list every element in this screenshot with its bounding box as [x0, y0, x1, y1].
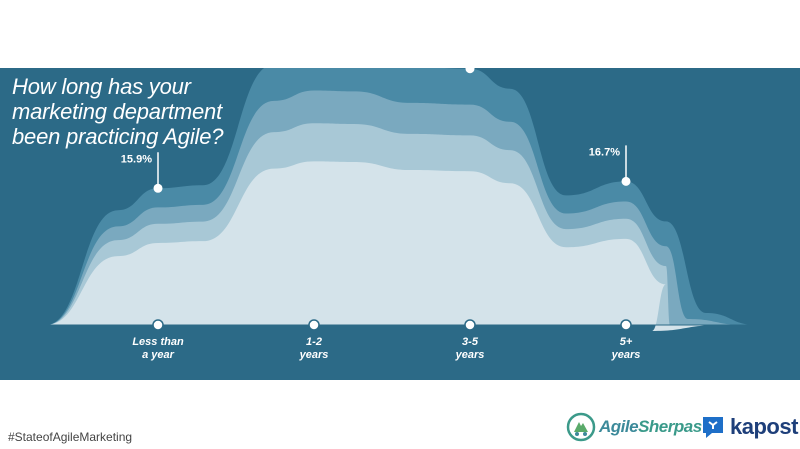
agile-word: Agile: [599, 417, 639, 436]
category-marker-1: [152, 319, 164, 331]
title-line-2: marketing department: [12, 99, 222, 124]
chart-title: How long has your marketing department b…: [12, 74, 272, 149]
kapost-word: kapost: [730, 414, 798, 439]
sponsor-logos: AgileSherpas kapost: [566, 410, 798, 444]
category-label-2-line-2: years: [299, 349, 329, 361]
data-point-1: [153, 183, 163, 193]
category-label-2-line-1: 1-2: [306, 336, 322, 348]
mountain-drops-icon: [566, 412, 596, 442]
data-label-4: 16.7%: [589, 146, 620, 158]
category-label-3-line-1: 3-5: [462, 336, 479, 348]
category-label-1-line-1: Less than: [132, 336, 184, 348]
data-label-1: 15.9%: [121, 153, 152, 165]
area-layer-4: [46, 161, 720, 331]
category-label-3-line-2: years: [455, 349, 485, 361]
category-label-1-line-2: a year: [142, 349, 175, 361]
category-marker-4: [620, 319, 632, 331]
data-point-4: [621, 176, 631, 186]
hashtag: #StateofAgileMarketing: [8, 430, 133, 444]
speech-bubble-icon: [703, 417, 723, 438]
agilesherpas-logo: AgileSherpas: [566, 410, 702, 444]
category-label-4-line-2: years: [611, 349, 641, 361]
sherpas-word: Sherpas: [638, 417, 702, 436]
data-point-3: [465, 68, 475, 74]
category-marker-3: [464, 319, 476, 331]
category-label-4-line-1: 5+: [620, 336, 633, 348]
kapost-logo: kapost: [700, 410, 798, 444]
title-line-1: How long has your: [12, 74, 191, 99]
category-marker-2: [308, 319, 320, 331]
title-line-3: been practicing Agile?: [12, 124, 224, 149]
